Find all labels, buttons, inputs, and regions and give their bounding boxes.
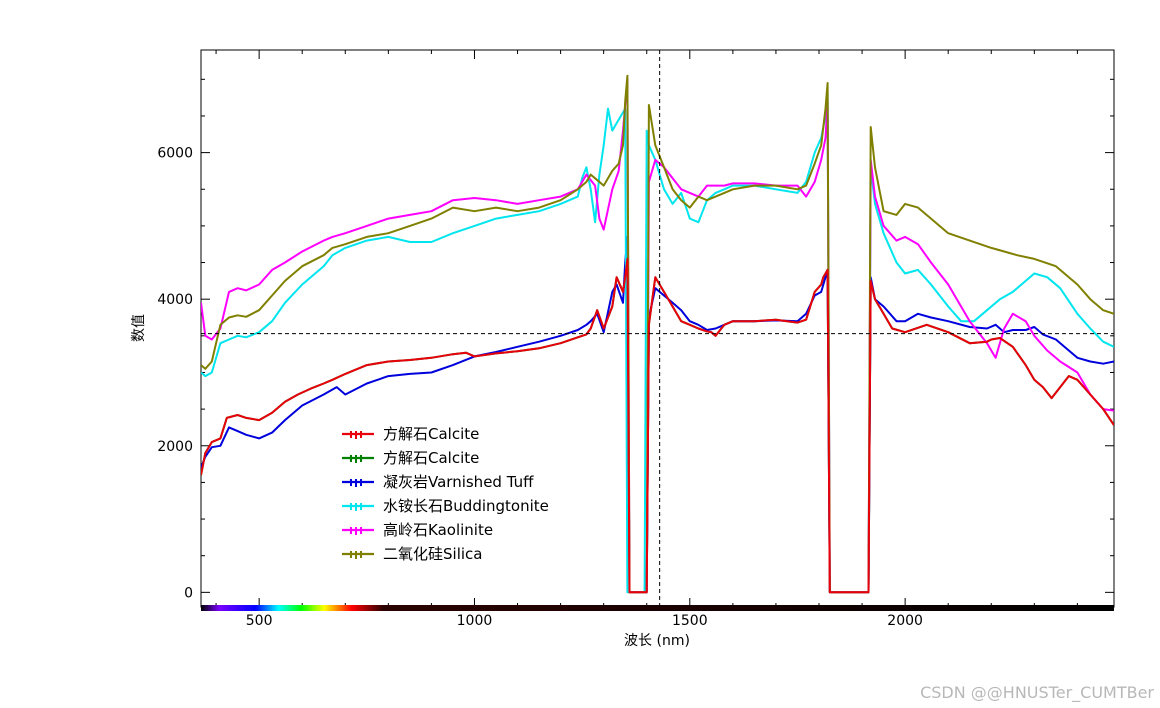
- x-tick-label: 1000: [457, 613, 493, 629]
- legend-item-3: 凝灰岩Varnished Tuff: [342, 473, 534, 491]
- series-line-5: [201, 78, 1114, 594]
- legend: 方解石Calcite 方解石Calcite 凝灰岩Varnished Tuff 水铵长…: [342, 425, 549, 563]
- legend-label: 方解石Calcite: [383, 449, 479, 467]
- legend-item-5: 高岭石Kaolinite: [342, 521, 493, 539]
- y-tick-label: 0: [184, 585, 193, 601]
- series-line-6: [201, 74, 1114, 594]
- series-line-4: [201, 93, 1114, 594]
- plot-frame: [200, 49, 1115, 608]
- y-tick-label: 2000: [157, 439, 193, 455]
- legend-item-6: 二氧化硅Silica: [342, 545, 482, 563]
- legend-label: 水铵长石Buddingtonite: [383, 497, 549, 515]
- y-tick-label: 4000: [157, 292, 193, 308]
- series-line-1: [201, 257, 1114, 594]
- x-tick-label: 500: [246, 613, 273, 629]
- y-tick-label: 6000: [157, 146, 193, 162]
- x-tick-label: 2000: [887, 613, 923, 629]
- x-tick-label: 1500: [672, 613, 708, 629]
- legend-item-4: 水铵长石Buddingtonite: [342, 497, 549, 515]
- legend-label: 方解石Calcite: [383, 425, 479, 443]
- legend-label: 凝灰岩Varnished Tuff: [383, 473, 534, 491]
- legend-label: 高岭石Kaolinite: [383, 521, 493, 539]
- x-axis-title: 波长 (nm): [624, 633, 690, 649]
- legend-label: 二氧化硅Silica: [383, 545, 482, 563]
- legend-item-2: 方解石Calcite: [342, 449, 479, 467]
- spectrum-bar: [201, 605, 1114, 611]
- y-axis-title: 数值: [131, 314, 147, 342]
- legend-item-1: 方解石Calcite: [342, 425, 479, 443]
- series-layer: [201, 74, 1114, 594]
- axis-tick-labels: 500 1000 1500 2000 0 2000 4000 6000: [157, 146, 923, 629]
- watermark: CSDN @@HNUSTer_CUMTBer: [920, 683, 1154, 702]
